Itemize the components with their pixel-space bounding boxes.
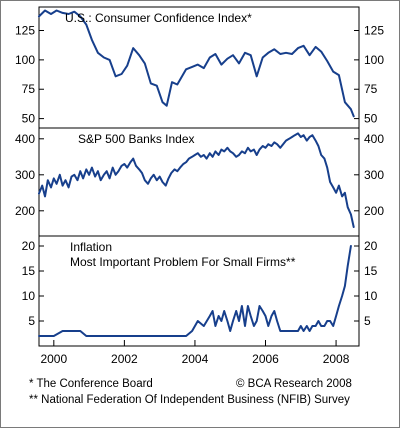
panel-1-right-tick-label-1: 125 [364,23,384,37]
footnote-nfib: ** National Federation Of Independent Bu… [29,394,350,406]
panel-3-right-tick-label-1: 20 [364,239,378,253]
x-tick-label-2008: 2008 [323,352,350,366]
panel-2-right-tick-label-1: 400 [364,132,384,146]
x-tick-label-2004: 2004 [182,352,209,366]
panel-2-right-tick-label-2: 300 [364,168,384,182]
panel-3-right-tick-label-3: 10 [364,289,378,303]
panel-2-left-tick-label-3: 200 [15,204,35,218]
footnote-conference-board: * The Conference Board [29,378,153,390]
panel-3-title: Inflation [70,240,112,254]
panel-2-left-tick-label-2: 300 [15,168,35,182]
panel-3-right-tick-label-4: 5 [364,314,371,328]
x-tick-label-2002: 2002 [111,352,138,366]
x-tick-label-2000: 2000 [40,352,67,366]
credit-text: © BCA Research 2008 [236,378,352,390]
panel-3-left-tick-label-4: 5 [28,314,35,328]
panel-2-series-line [38,132,355,228]
panel-1-left-tick-label-1: 125 [15,23,35,37]
panel-1-left-tick-label-4: 50 [22,112,36,126]
panel-3-left-tick-label-2: 15 [22,264,36,278]
panel-1-series-line [38,9,355,118]
x-tick-label-2006: 2006 [252,352,279,366]
panel-2-right-tick-label-3: 200 [364,204,384,218]
panel-3-series-line [38,245,352,337]
panel-3-left-tick-label-1: 20 [22,239,36,253]
panel-2-title: S&P 500 Banks Index [78,132,195,146]
panel-3-right-tick-label-2: 15 [364,264,378,278]
panel-2-left-tick-label-1: 400 [15,132,35,146]
panel-1-left-tick-label-2: 100 [15,53,35,67]
panel-1-title: U.S.: Consumer Confidence Index* [65,11,252,25]
panel-1-right-tick-label-3: 75 [364,82,378,96]
panel-frame-3 [38,235,360,347]
panel-1-right-tick-label-4: 50 [364,112,378,126]
panel-3-left-tick-label-3: 10 [22,289,36,303]
panel-1-left-tick-label-3: 75 [22,82,36,96]
panel-3-subtitle: Most Important Problem For Small Firms** [70,255,296,269]
panel-1-right-tick-label-2: 100 [364,53,384,67]
